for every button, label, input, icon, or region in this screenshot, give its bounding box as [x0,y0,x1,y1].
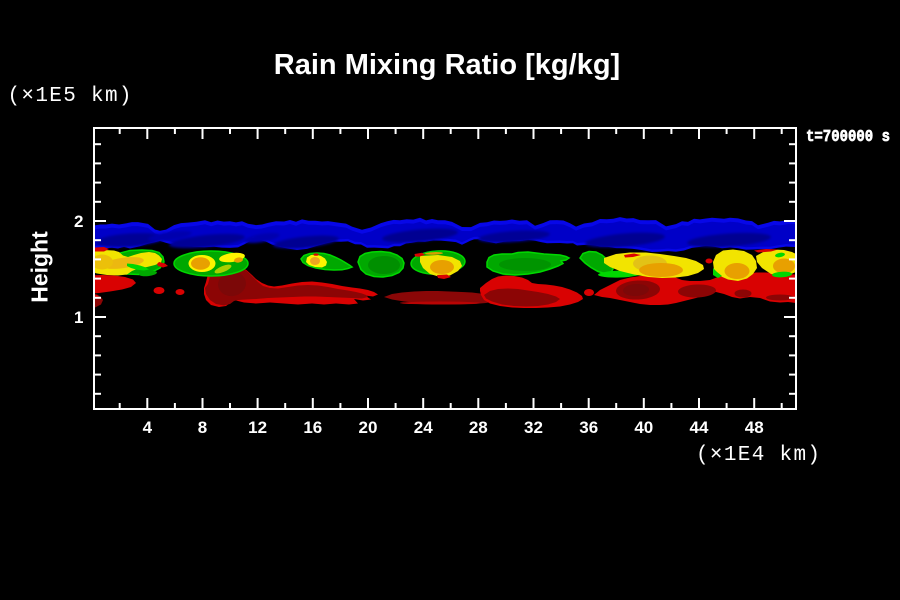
svg-text:20: 20 [359,418,378,437]
svg-text:2: 2 [74,212,83,231]
svg-text:Height: Height [27,231,53,303]
svg-text:44: 44 [690,418,709,437]
svg-text:8: 8 [198,418,207,437]
svg-text:48: 48 [745,418,764,437]
svg-text:(×1E5 km): (×1E5 km) [8,85,132,108]
svg-text:28: 28 [469,418,488,437]
svg-text:(×1E4 km): (×1E4 km) [696,444,820,467]
svg-text:16: 16 [303,418,322,437]
svg-text:Rain Mixing Ratio [kg/kg]: Rain Mixing Ratio [kg/kg] [274,49,620,81]
svg-text:4: 4 [143,418,153,437]
svg-text:1: 1 [74,308,83,327]
svg-text:12: 12 [248,418,267,437]
svg-text:24: 24 [414,418,433,437]
svg-text:t=700000 s: t=700000 s [806,127,890,146]
svg-text:32: 32 [524,418,543,437]
svg-text:40: 40 [634,418,653,437]
svg-text:36: 36 [579,418,598,437]
